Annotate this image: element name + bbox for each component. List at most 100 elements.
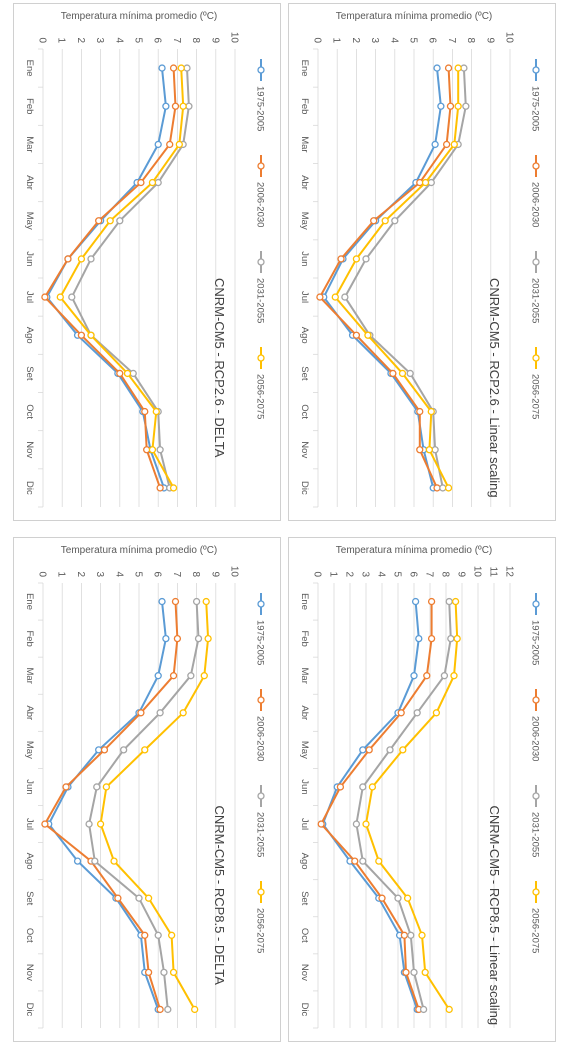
data-point (187, 672, 195, 680)
data-point (444, 484, 453, 492)
legend-label: 2031-2055 (255, 278, 266, 323)
data-point (462, 102, 470, 110)
data-point (386, 746, 394, 754)
y-tick-label: 8 (440, 571, 451, 577)
x-tick-label: May (299, 212, 310, 230)
x-tick-label: May (299, 741, 310, 759)
data-point (427, 597, 436, 606)
data-point (204, 634, 212, 643)
x-tick-label: Jun (299, 779, 310, 794)
y-tick-label: 1 (331, 37, 342, 43)
legend-label: 1975-2005 (530, 620, 541, 665)
data-point (114, 894, 122, 902)
x-tick-label: Oct (24, 928, 35, 943)
data-point (413, 709, 421, 717)
y-axis-title: Temperatura mínima promedio (ºC) (336, 11, 492, 22)
legend-marker (532, 162, 540, 170)
y-tick-label: 9 (456, 571, 467, 577)
series-line (343, 68, 467, 489)
legend-label: 2056-2075 (255, 908, 266, 953)
data-point (375, 857, 383, 865)
chart: 0 1 2 3 4 5 6 7 8 9 10 Ene Feb Mar Abr May Jun Jul Ago Set O… (24, 545, 266, 1029)
data-point (368, 783, 377, 791)
x-tick-label: Mar (24, 136, 35, 152)
y-tick-label: 12 (504, 566, 515, 578)
y-tick-label: 6 (152, 571, 163, 577)
data-point (85, 820, 93, 828)
y-tick-label: 5 (133, 37, 144, 43)
legend-marker (532, 354, 540, 362)
data-point (453, 634, 461, 643)
data-point (450, 672, 458, 680)
data-point (427, 407, 435, 416)
data-point (41, 293, 49, 301)
data-point (440, 672, 449, 680)
chart-title: CNRM-CM5 - RCP8.5 - Linear scaling (487, 806, 502, 1026)
x-tick-label: Ago (299, 327, 310, 344)
y-tick-label: 0 (37, 571, 48, 577)
legend-marker (532, 696, 540, 704)
legend-label: 2056-2075 (530, 374, 541, 419)
data-point (154, 178, 162, 187)
data-point (370, 217, 378, 225)
data-point (95, 217, 103, 225)
data-point (171, 102, 180, 110)
data-point (431, 446, 439, 454)
data-point (148, 178, 157, 187)
data-point (148, 446, 157, 454)
data-point (359, 746, 367, 754)
y-tick-label: 2 (344, 571, 355, 577)
legend-label: 1975-2005 (255, 86, 266, 131)
data-point (95, 746, 103, 754)
data-point (102, 783, 111, 791)
x-tick-label: Mar (299, 136, 310, 152)
data-point (154, 672, 162, 680)
x-tick-label: May (24, 741, 35, 759)
x-tick-label: Dic (24, 481, 35, 495)
x-tick-label: Ene (299, 60, 310, 77)
legend-label: 2056-2075 (255, 374, 266, 419)
data-point (416, 446, 424, 454)
data-point (158, 64, 166, 72)
legend-marker (257, 162, 265, 170)
legend-marker (532, 258, 540, 266)
x-tick-label: Feb (24, 630, 35, 646)
data-point (431, 140, 439, 149)
x-tick-label: Mar (24, 668, 35, 684)
data-point (169, 64, 178, 72)
series-line (70, 68, 190, 489)
series-line (318, 68, 452, 489)
data-point (106, 217, 114, 225)
series-line (355, 601, 452, 1010)
data-point (144, 894, 153, 902)
data-point (419, 1005, 428, 1014)
data-point (166, 140, 174, 149)
data-point (442, 140, 451, 149)
data-point (68, 293, 76, 301)
data-point (162, 102, 170, 110)
data-point (158, 597, 166, 606)
y-tick-label: 10 (504, 32, 515, 44)
series-line (88, 601, 200, 1010)
legend-marker (257, 354, 265, 362)
y-tick-label: 3 (94, 37, 105, 43)
y-tick-label: 8 (190, 37, 201, 43)
data-point (406, 369, 414, 378)
x-tick-label: Set (24, 891, 35, 906)
y-tick-label: 0 (312, 571, 323, 577)
legend-marker (532, 66, 540, 74)
series-line (99, 601, 210, 1010)
data-point (450, 140, 458, 149)
data-point (137, 709, 145, 717)
data-point (447, 634, 455, 643)
data-point (410, 968, 418, 977)
series-line (319, 601, 433, 1010)
legend-label: 2006-2030 (255, 182, 266, 227)
y-tick-label: 3 (369, 37, 380, 43)
y-tick-label: 2 (350, 37, 361, 43)
data-point (91, 857, 99, 865)
data-point (191, 1005, 199, 1014)
series-line (47, 601, 167, 1010)
data-point (398, 369, 407, 378)
data-point (446, 102, 455, 110)
